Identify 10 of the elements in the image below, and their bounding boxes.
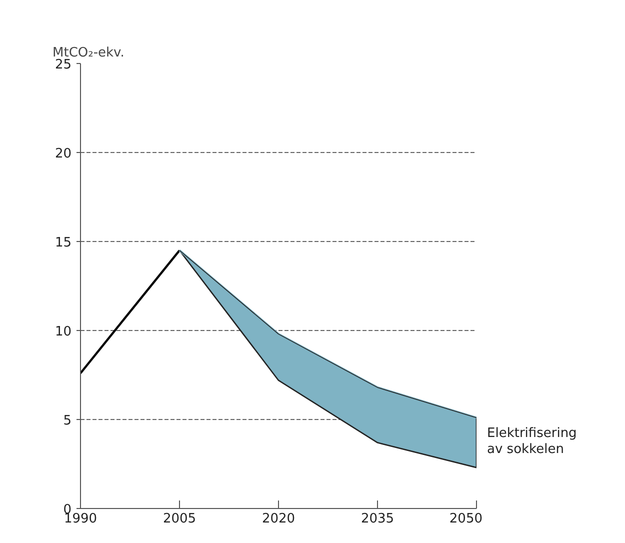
x-tick-label: 2050 (449, 512, 483, 526)
x-tick-label: 2035 (360, 512, 394, 526)
x-tick-label: 2005 (162, 512, 196, 526)
x-tick-label: 2020 (262, 512, 296, 526)
y-tick-label: 5 (63, 414, 72, 428)
y-tick-label: 20 (54, 146, 72, 162)
series-label: Elektrifisering av sokkelen (487, 426, 577, 458)
y-tick-label: 15 (54, 236, 72, 250)
y-tick-label: 25 (54, 58, 72, 72)
y-tick-label: 10 (54, 324, 72, 340)
